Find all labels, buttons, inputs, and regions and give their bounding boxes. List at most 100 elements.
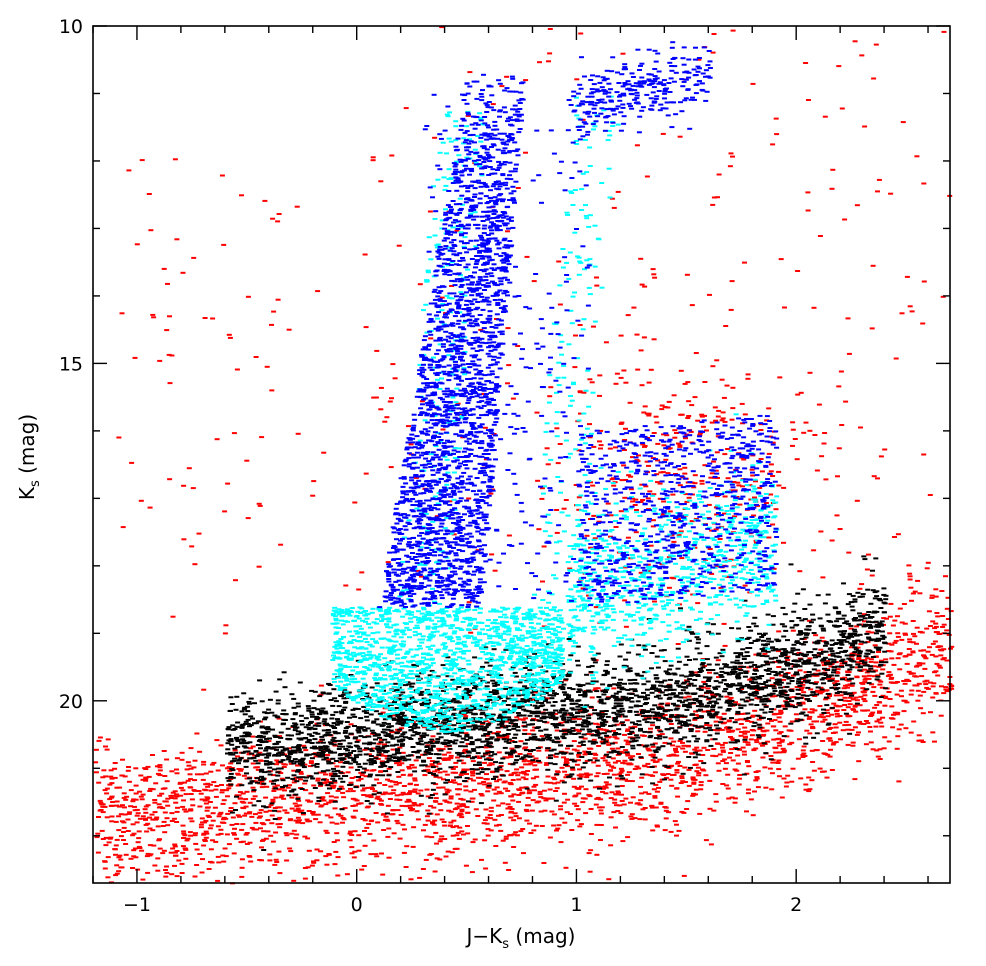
- data-point: [331, 767, 336, 770]
- data-point: [285, 786, 291, 789]
- data-point: [707, 779, 713, 782]
- data-point: [811, 736, 817, 739]
- data-point: [925, 687, 931, 690]
- data-point: [808, 682, 814, 685]
- data-point: [134, 821, 140, 824]
- data-point: [505, 789, 511, 792]
- data-point: [478, 767, 484, 769]
- data-point: [508, 816, 514, 819]
- data-point: [608, 797, 614, 800]
- data-point: [275, 774, 281, 777]
- data-point: [841, 709, 847, 711]
- data-point: [188, 747, 194, 750]
- data-point: [498, 814, 504, 816]
- data-point: [526, 763, 532, 766]
- data-point: [592, 752, 598, 755]
- data-point: [415, 792, 421, 795]
- data-point: [428, 796, 434, 799]
- data-point: [646, 381, 652, 384]
- data-point: [560, 663, 566, 666]
- data-point: [767, 435, 773, 438]
- data-point: [561, 691, 567, 694]
- data-point: [538, 796, 544, 799]
- data-point: [518, 740, 524, 743]
- data-point: [184, 839, 190, 842]
- data-point: [114, 872, 120, 875]
- data-point: [747, 678, 753, 681]
- data-point: [845, 743, 851, 746]
- data-point: [155, 772, 161, 775]
- data-point: [467, 777, 473, 780]
- data-point: [623, 381, 629, 384]
- data-point: [552, 778, 558, 781]
- data-point: [658, 649, 664, 652]
- data-point: [784, 701, 790, 704]
- data-point: [320, 754, 325, 757]
- data-point: [242, 706, 248, 709]
- data-point: [776, 484, 782, 487]
- data-point: [438, 749, 444, 752]
- data-point: [674, 682, 680, 685]
- data-point: [888, 673, 893, 676]
- data-point: [256, 800, 262, 803]
- data-point: [607, 447, 613, 450]
- data-point: [721, 622, 727, 625]
- data-point: [599, 806, 605, 809]
- data-point: [132, 356, 138, 359]
- data-point: [554, 726, 559, 729]
- data-point: [316, 722, 322, 725]
- data-point: [391, 832, 397, 835]
- data-point: [895, 632, 901, 635]
- data-point: [351, 757, 357, 760]
- data-point: [331, 688, 337, 691]
- data-point: [479, 858, 484, 861]
- data-point: [234, 755, 240, 758]
- data-point: [385, 561, 391, 564]
- data-point: [796, 738, 802, 741]
- data-point: [453, 761, 459, 764]
- data-point: [225, 812, 231, 815]
- data-point: [730, 29, 736, 32]
- data-point: [236, 794, 242, 797]
- data-point: [637, 803, 643, 806]
- data-point: [895, 657, 901, 660]
- data-point: [450, 768, 456, 770]
- data-point: [336, 705, 342, 708]
- data-point: [271, 310, 277, 313]
- data-point: [532, 704, 538, 707]
- data-point: [799, 687, 805, 689]
- data-point: [790, 674, 796, 677]
- data-point: [732, 741, 738, 744]
- data-point: [915, 579, 921, 582]
- data-point: [251, 756, 257, 759]
- data-point: [368, 853, 374, 856]
- data-point: [899, 621, 905, 624]
- data-point: [436, 786, 442, 789]
- data-point: [487, 731, 493, 733]
- data-point: [390, 813, 396, 816]
- data-point: [492, 775, 498, 778]
- data-point: [356, 834, 362, 837]
- data-point: [169, 812, 175, 815]
- data-point: [640, 808, 646, 811]
- data-point: [188, 809, 194, 812]
- data-point: [735, 640, 741, 643]
- data-point: [167, 315, 172, 318]
- data-point: [875, 647, 881, 650]
- data-point: [558, 808, 564, 811]
- data-point: [305, 866, 311, 869]
- data-point: [882, 650, 888, 653]
- data-point: [779, 796, 785, 799]
- data-point: [396, 764, 402, 767]
- data-point: [895, 635, 901, 638]
- data-point: [521, 852, 526, 855]
- data-point: [554, 531, 560, 534]
- data-point: [174, 793, 180, 796]
- data-point: [805, 191, 811, 194]
- data-point: [278, 796, 284, 799]
- data-point: [508, 753, 514, 756]
- data-point: [871, 665, 877, 668]
- data-point: [574, 729, 580, 732]
- data-point: [515, 774, 521, 777]
